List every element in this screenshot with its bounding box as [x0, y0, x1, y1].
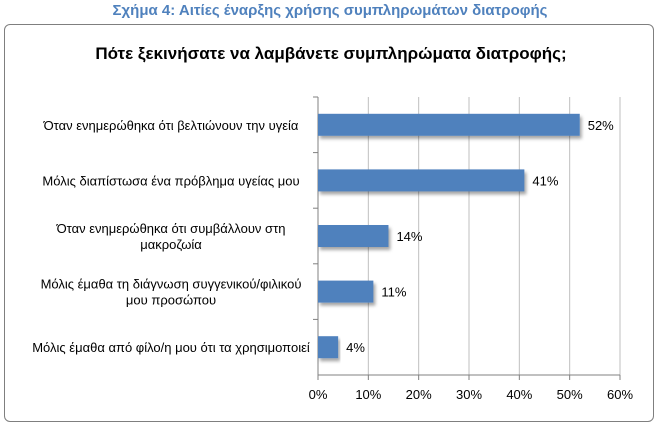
x-tick-label: 60% — [607, 387, 633, 402]
data-label: 4% — [346, 340, 365, 355]
data-label: 41% — [532, 173, 558, 188]
bar — [318, 336, 339, 359]
category-label: μου προσώπου — [126, 293, 216, 308]
chart-frame: Πότε ξεκινήσατε να λαμβάνετε συμπληρώματ… — [4, 24, 654, 422]
bar — [318, 113, 580, 136]
bar — [318, 225, 389, 247]
category-label: Όταν ενημερώθηκα ότι βελτιώνουν την υγεί… — [43, 118, 299, 133]
x-tick-label: 20% — [406, 387, 432, 402]
category-label: Μόλις έμαθα από φίλο/η μου ότι τα χρησιμ… — [32, 340, 310, 355]
x-tick-label: 0% — [309, 387, 328, 402]
figure-caption: Σχήμα 4: Αιτίες έναρξης χρήσης συμπληρωμ… — [112, 2, 548, 19]
data-label: 14% — [396, 229, 422, 244]
category-label: Μόλις διαπίστωσα ένα πρόβλημα υγείας μου — [42, 173, 299, 188]
category-label: Μόλις έμαθα τη διάγνωση συγγενικού/φιλικ… — [41, 277, 302, 292]
x-tick-label: 50% — [557, 387, 583, 402]
category-label: Όταν ενημερώθηκα ότι συμβάλλουν στη — [56, 221, 286, 236]
data-label: 52% — [588, 118, 614, 133]
bar — [318, 280, 374, 303]
data-label: 11% — [381, 285, 406, 300]
bar — [318, 169, 525, 192]
x-tick-label: 10% — [355, 387, 381, 402]
chart-title: Πότε ξεκινήσατε να λαμβάνετε συμπληρώματ… — [95, 44, 566, 63]
x-tick-label: 30% — [456, 387, 482, 402]
x-tick-label: 40% — [506, 387, 532, 402]
category-label: μακροζωία — [140, 237, 202, 252]
bar-chart: Πότε ξεκινήσατε να λαμβάνετε συμπληρώματ… — [32, 44, 633, 402]
